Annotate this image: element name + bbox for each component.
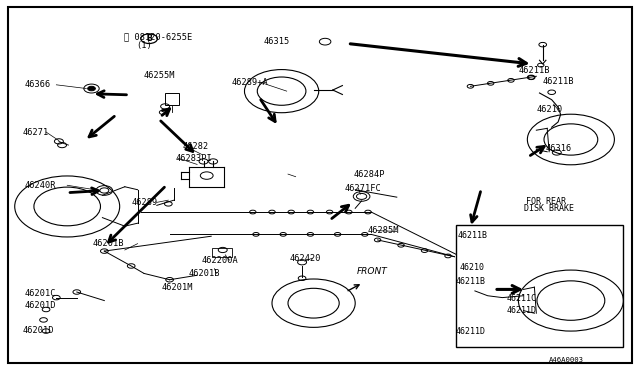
Text: 46201B: 46201B [93,239,124,248]
Text: 46289: 46289 [131,198,157,207]
Text: 46271FC: 46271FC [344,184,381,193]
Text: 46240R: 46240R [24,181,56,190]
Text: 46289+A: 46289+A [232,78,268,87]
Text: 46211B: 46211B [518,66,550,75]
Text: DISK BRAKE: DISK BRAKE [524,204,573,213]
Text: 46210: 46210 [460,263,484,272]
Text: 46211C: 46211C [507,294,537,303]
Text: 46211B: 46211B [456,278,486,286]
Bar [456,225,623,347]
Bar [212,248,232,257]
Text: 462200A: 462200A [202,256,238,265]
Text: 46284P: 46284P [353,170,385,179]
Text: 46211D: 46211D [507,306,537,315]
Text: 46285M: 46285M [368,226,399,235]
Text: 46201D: 46201D [23,326,54,335]
Text: 46255M: 46255M [144,71,175,80]
Text: 46210: 46210 [536,105,563,114]
Text: FOR REAR: FOR REAR [526,197,566,206]
Text: 46283PI: 46283PI [175,154,212,163]
Text: 46201B: 46201B [189,269,220,278]
Text: 46201D: 46201D [24,301,56,310]
Text: A46A0003: A46A0003 [549,357,584,363]
Text: 46201M: 46201M [161,283,193,292]
Text: 46211B: 46211B [458,231,488,240]
Bar [165,93,179,105]
Text: 46282: 46282 [183,142,209,151]
Text: 46316: 46316 [545,144,572,153]
Text: 462420: 462420 [289,254,321,263]
Text: 46315: 46315 [264,37,290,46]
Text: 46366: 46366 [24,80,51,89]
Text: B: B [147,34,152,43]
Text: 46211B: 46211B [543,77,574,86]
Circle shape [88,86,95,91]
Text: 46211D: 46211D [456,327,486,336]
Text: (1): (1) [136,41,152,50]
Text: Ⓑ 08120-6255E: Ⓑ 08120-6255E [124,33,192,42]
Text: 46271: 46271 [23,128,49,137]
Text: FRONT: FRONT [357,267,388,276]
Text: 46201C: 46201C [24,289,56,298]
